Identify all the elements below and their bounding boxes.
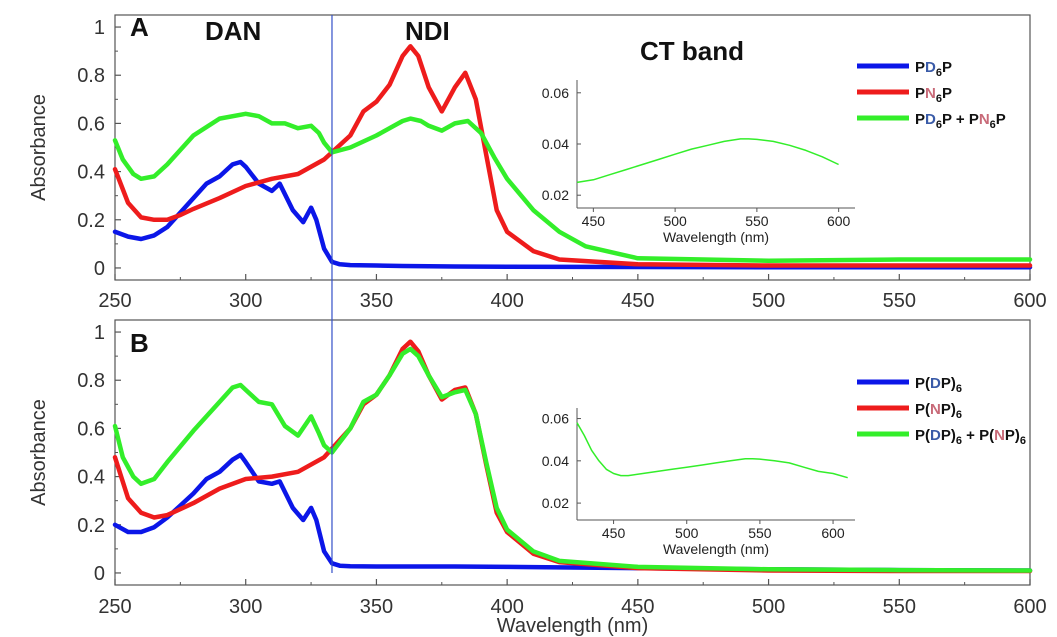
x-axis-title: Wavelength (nm) bbox=[497, 615, 649, 637]
panel-a-letter: A bbox=[130, 12, 149, 42]
ndi-region-label: NDI bbox=[405, 16, 450, 46]
series-line-green bbox=[112, 346, 1033, 573]
x-tick-label: 400 bbox=[490, 290, 523, 312]
inset-x-tick-label: 550 bbox=[748, 525, 772, 541]
inset-y-tick-label: 0.04 bbox=[542, 136, 569, 152]
inset-background bbox=[577, 408, 855, 520]
x-tick-label: 550 bbox=[883, 290, 916, 312]
series-line-red bbox=[112, 44, 1033, 268]
x-tick-label: 300 bbox=[229, 596, 262, 618]
panel-b-letter: B bbox=[130, 328, 149, 358]
inset-series-line-green bbox=[576, 138, 839, 184]
x-tick-label: 450 bbox=[621, 290, 654, 312]
inset-x-tick-label: 600 bbox=[821, 525, 845, 541]
panel-a: 0 0.2 0.4 0.6 0.8 1 250 300 350 400 450 500 550 600 Ab… bbox=[28, 14, 1047, 312]
series-line-red bbox=[112, 339, 1033, 574]
y-tick-label: 0.2 bbox=[77, 210, 105, 232]
x-tick-label: 600 bbox=[1013, 596, 1046, 618]
dan-region-label: DAN bbox=[205, 16, 261, 46]
inset-x-axis-title: Wavelength (nm) bbox=[663, 229, 769, 245]
x-tick-label: 400 bbox=[490, 596, 523, 618]
panel-b: 0 0.2 0.4 0.6 0.8 1 250 300 350 400 450 500 550 600 Ab… bbox=[28, 319, 1047, 637]
legend-label-red: PN6P bbox=[915, 85, 952, 105]
inset-y-tick-label: 0.02 bbox=[542, 495, 569, 511]
inset-x-tick-label: 500 bbox=[675, 525, 699, 541]
x-tick-label: 500 bbox=[752, 596, 785, 618]
inset-plot: 0.02 0.04 0.06 450 500 550 600 Wavelength (nm) bbox=[542, 408, 855, 557]
x-tick-label: 250 bbox=[98, 596, 131, 618]
x-tick-label: 350 bbox=[360, 290, 393, 312]
legend-label-blue: P(DP)6 bbox=[915, 375, 962, 395]
inset-series-line-green bbox=[576, 422, 848, 479]
legend-panel-a: PD6P PN6P PD6P + PN6P bbox=[857, 59, 1006, 131]
inset-x-tick-label: 450 bbox=[602, 525, 626, 541]
inset-x-tick-label: 500 bbox=[663, 213, 687, 229]
y-tick-label: 1 bbox=[94, 17, 105, 39]
y-tick-label: 0.6 bbox=[77, 418, 105, 440]
inset-x-tick-label: 450 bbox=[582, 213, 606, 229]
inset-x-tick-label: 550 bbox=[745, 213, 769, 229]
plot-frame bbox=[114, 319, 1031, 586]
series-line-blue bbox=[112, 159, 1033, 270]
legend-label-green: PD6P + PN6P bbox=[915, 111, 1006, 131]
inset-y-tick-label: 0.06 bbox=[542, 85, 569, 101]
legend-label-blue: PD6P bbox=[915, 59, 952, 79]
y-tick-label: 0.8 bbox=[77, 65, 105, 87]
x-tick-label: 600 bbox=[1013, 290, 1046, 312]
y-tick-label: 0.6 bbox=[77, 113, 105, 135]
ct-band-label: CT band bbox=[640, 36, 744, 66]
x-tick-label: 300 bbox=[229, 290, 262, 312]
inset-x-tick-label: 600 bbox=[827, 213, 851, 229]
x-tick-label: 500 bbox=[752, 290, 785, 312]
y-tick-label: 0.4 bbox=[77, 162, 105, 184]
series-line-blue bbox=[112, 452, 1033, 573]
inset-x-axis-title: Wavelength (nm) bbox=[663, 541, 769, 557]
legend-panel-b: P(DP)6 P(NP)6 P(DP)6 + P(NP)6 bbox=[857, 375, 1026, 447]
legend-label-red: P(NP)6 bbox=[915, 401, 962, 421]
y-tick-label: 0.8 bbox=[77, 370, 105, 392]
y-tick-label: 0.2 bbox=[77, 515, 105, 537]
inset-y-tick-label: 0.02 bbox=[542, 187, 569, 203]
legend-label-green: P(DP)6 + P(NP)6 bbox=[915, 427, 1026, 447]
y-tick-label: 0.4 bbox=[77, 467, 105, 489]
y-axis-title: Absorbance bbox=[28, 399, 50, 506]
inset-y-tick-label: 0.06 bbox=[542, 411, 569, 427]
y-tick-label: 0 bbox=[94, 563, 105, 585]
x-tick-label: 450 bbox=[621, 596, 654, 618]
y-tick-label: 0 bbox=[94, 258, 105, 280]
y-tick-label: 1 bbox=[94, 322, 105, 344]
inset-plot: 0.02 0.04 0.06 450 500 550 600 Wavelength (nm) bbox=[542, 80, 855, 245]
y-axis-title: Absorbance bbox=[28, 94, 50, 201]
series-line-green bbox=[112, 111, 1033, 263]
x-tick-label: 350 bbox=[360, 596, 393, 618]
inset-y-tick-label: 0.04 bbox=[542, 453, 569, 469]
x-tick-label: 550 bbox=[883, 596, 916, 618]
x-tick-label: 250 bbox=[98, 290, 131, 312]
